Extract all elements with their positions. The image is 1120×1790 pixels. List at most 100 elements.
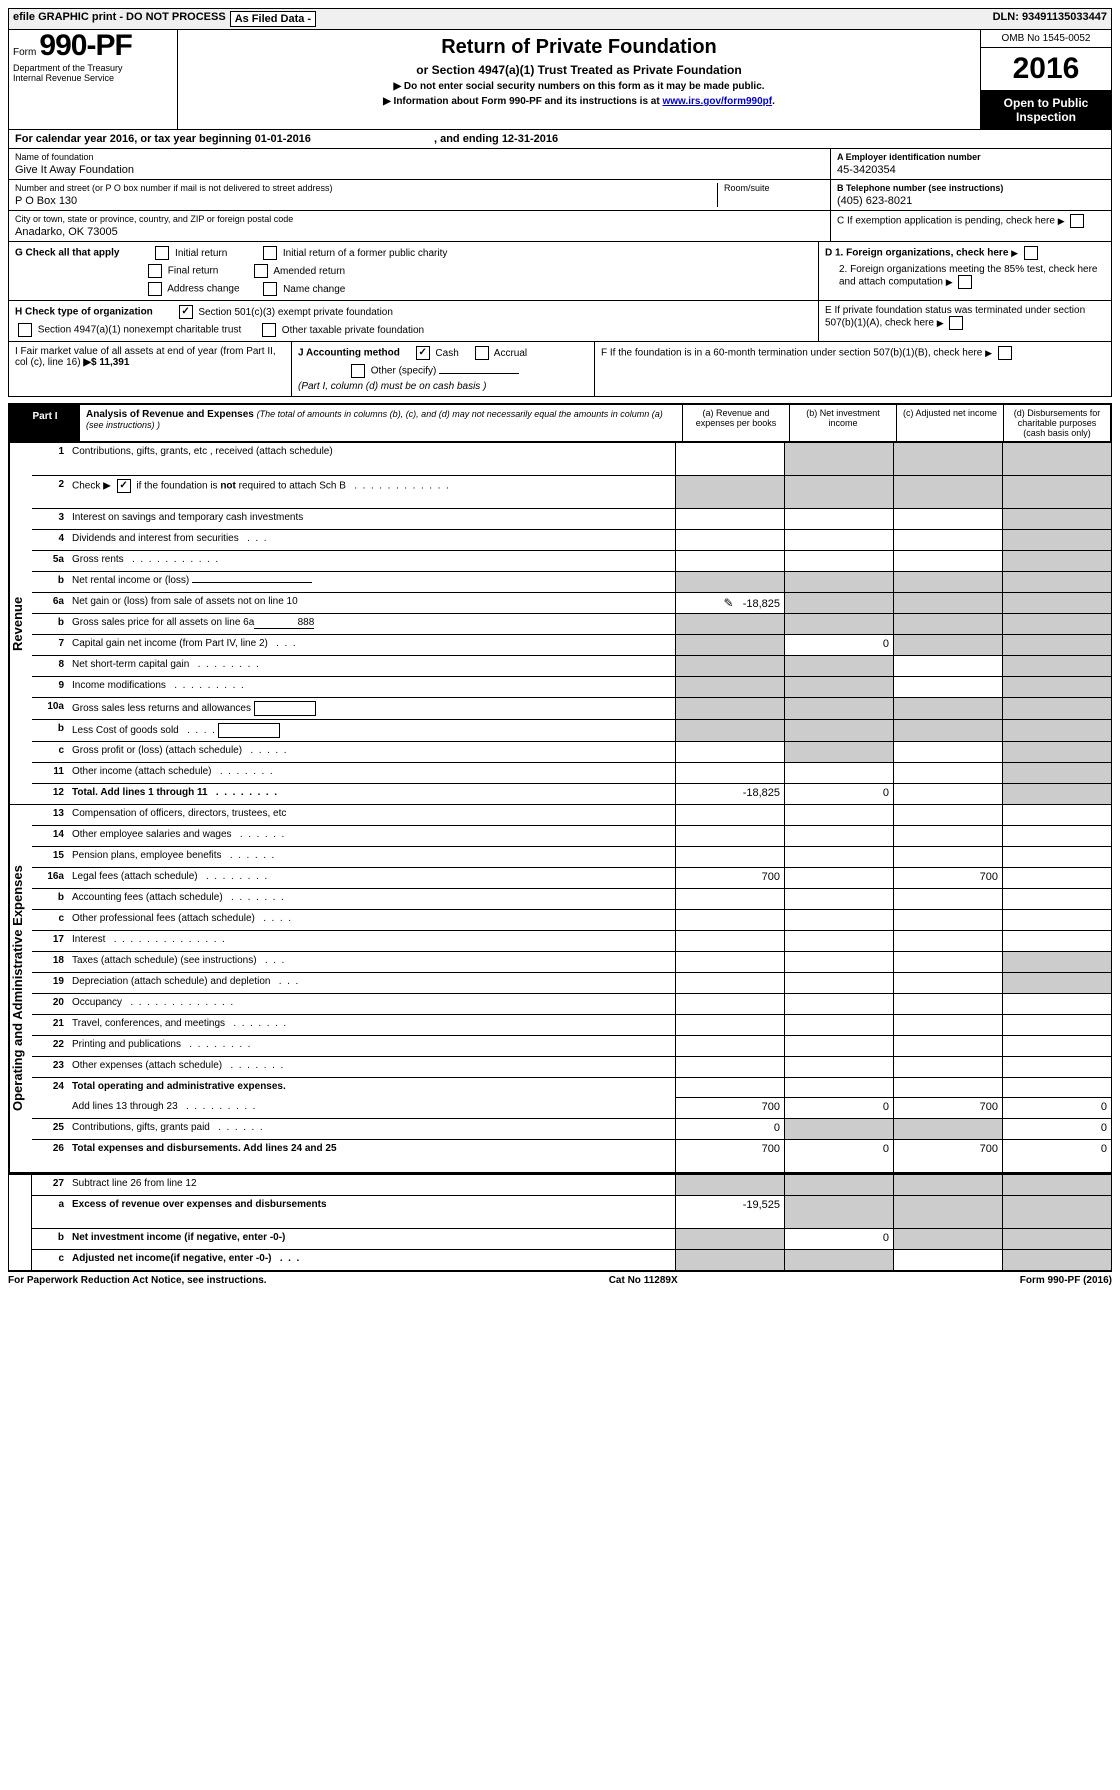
city-label: City or town, state or province, country… — [15, 214, 824, 224]
c-checkbox[interactable] — [1070, 214, 1084, 228]
r2-desc: Check ▶ if the foundation is not require… — [70, 476, 675, 508]
row-26: 26Total expenses and disbursements. Add … — [32, 1140, 1111, 1172]
r7-b: 0 — [784, 635, 893, 655]
g-opt5: Name change — [283, 284, 345, 295]
address: P O Box 130 — [15, 195, 717, 207]
page-subtitle: or Section 4947(a)(1) Trust Treated as P… — [184, 63, 974, 77]
foundation-name-cell: Name of foundation Give It Away Foundati… — [9, 149, 830, 180]
section-d: D 1. Foreign organizations, check here 2… — [819, 242, 1111, 300]
addr-label: Number and street (or P O box number if … — [15, 183, 717, 193]
phone-label: B Telephone number (see instructions) — [837, 183, 1105, 193]
r25-a: 0 — [675, 1119, 784, 1139]
schb-checkbox[interactable] — [117, 479, 131, 493]
g-address-change[interactable] — [148, 282, 162, 296]
j-accrual-checkbox[interactable] — [475, 346, 489, 360]
h-501c3-checkbox[interactable] — [179, 305, 193, 319]
irs: Internal Revenue Service — [13, 73, 173, 83]
r7-desc: Capital gain net income (from Part IV, l… — [70, 635, 675, 655]
info-grid: Name of foundation Give It Away Foundati… — [8, 149, 1112, 242]
r18-desc: Taxes (attach schedule) (see instruction… — [70, 952, 675, 972]
row-2: 2Check ▶ if the foundation is not requir… — [32, 476, 1111, 509]
j-other-checkbox[interactable] — [351, 364, 365, 378]
section-ijf: I Fair market value of all assets at end… — [8, 342, 1112, 397]
r13-desc: Compensation of officers, directors, tru… — [70, 805, 675, 825]
irs-link[interactable]: www.irs.gov/form990pf — [662, 96, 772, 107]
d1-checkbox[interactable] — [1024, 246, 1038, 260]
row-15: 15Pension plans, employee benefits . . .… — [32, 847, 1111, 868]
part1-desc: Analysis of Revenue and Expenses (The to… — [80, 405, 683, 441]
r12-b: 0 — [784, 784, 893, 804]
d2-checkbox[interactable] — [958, 275, 972, 289]
r23-desc: Other expenses (attach schedule) . . . .… — [70, 1057, 675, 1077]
r25-d: 0 — [1002, 1119, 1111, 1139]
r27a-desc: Excess of revenue over expenses and disb… — [70, 1196, 675, 1228]
city: Anadarko, OK 73005 — [15, 226, 824, 238]
h-other-checkbox[interactable] — [262, 323, 276, 337]
r16c-desc: Other professional fees (attach schedule… — [70, 910, 675, 930]
row-24: Add lines 13 through 23 . . . . . . . . … — [32, 1098, 1111, 1119]
attachment-icon[interactable]: ✎ — [723, 596, 733, 610]
r16a-a: 700 — [675, 868, 784, 888]
r15-desc: Pension plans, employee benefits . . . .… — [70, 847, 675, 867]
j-other: Other (specify) — [371, 366, 437, 377]
r12-desc: Total. Add lines 1 through 11 . . . . . … — [70, 784, 675, 804]
g-initial-former[interactable] — [263, 246, 277, 260]
r22-desc: Printing and publications . . . . . . . … — [70, 1036, 675, 1056]
arrow-icon — [946, 277, 953, 288]
10a-input[interactable] — [254, 701, 316, 716]
row-20: 20Occupancy . . . . . . . . . . . . . — [32, 994, 1111, 1015]
g-label: G Check all that apply — [15, 248, 119, 259]
e-checkbox[interactable] — [949, 316, 963, 330]
g-final-return[interactable] — [148, 264, 162, 278]
h-4947-checkbox[interactable] — [18, 323, 32, 337]
form-header: Form 990-PF Department of the Treasury I… — [8, 30, 1112, 130]
10b-input[interactable] — [218, 723, 280, 738]
r26-d: 0 — [1002, 1140, 1111, 1172]
f-checkbox[interactable] — [998, 346, 1012, 360]
r10b-desc: Less Cost of goods sold . . . . — [70, 720, 675, 741]
g-opt1: Initial return of a former public charit… — [283, 248, 448, 259]
g-amended[interactable] — [254, 264, 268, 278]
row-9: 9Income modifications . . . . . . . . . — [32, 677, 1111, 698]
j-accrual: Accrual — [494, 348, 527, 359]
efile-topbar: efile GRAPHIC print - DO NOT PROCESS As … — [8, 8, 1112, 30]
g-name-change[interactable] — [263, 282, 277, 296]
room-label: Room/suite — [724, 183, 824, 193]
instr2: ▶ Information about Form 990-PF and its … — [184, 96, 974, 107]
arrow-icon — [985, 348, 992, 359]
cal-end: , and ending 12-31-2016 — [434, 133, 558, 145]
revenue-side-label: Revenue — [9, 443, 32, 804]
r14-desc: Other employee salaries and wages . . . … — [70, 826, 675, 846]
r1-desc: Contributions, gifts, grants, etc , rece… — [70, 443, 675, 475]
r11-desc: Other income (attach schedule) . . . . .… — [70, 763, 675, 783]
expenses-table: Operating and Administrative Expenses 13… — [8, 805, 1112, 1173]
row-10c: cGross profit or (loss) (attach schedule… — [32, 742, 1111, 763]
part1-desc-title: Analysis of Revenue and Expenses — [86, 409, 254, 420]
col-a: (a) Revenue and expenses per books — [683, 405, 790, 441]
r16a-desc: Legal fees (attach schedule) . . . . . .… — [70, 868, 675, 888]
r27b-b: 0 — [784, 1229, 893, 1249]
f-text: F If the foundation is in a 60-month ter… — [601, 348, 982, 359]
as-filed-box: As Filed Data - — [230, 11, 316, 27]
tax-year: 2016 — [981, 48, 1111, 91]
r6a-a: ✎ -18,825 — [675, 593, 784, 613]
c-cell: C If exemption application is pending, c… — [831, 211, 1111, 231]
name-label: Name of foundation — [15, 152, 824, 162]
row27-table: 27Subtract line 26 from line 12 aExcess … — [8, 1173, 1112, 1271]
r21-desc: Travel, conferences, and meetings . . . … — [70, 1015, 675, 1035]
g-opt2: Final return — [168, 266, 219, 277]
g-initial-return[interactable] — [155, 246, 169, 260]
r27a-a: -19,525 — [675, 1196, 784, 1228]
city-cell: City or town, state or province, country… — [9, 211, 830, 241]
section-g-d: G Check all that apply Initial return In… — [8, 242, 1112, 301]
row-10b: bLess Cost of goods sold . . . . — [32, 720, 1111, 742]
foundation-name: Give It Away Foundation — [15, 164, 824, 176]
j-cash-checkbox[interactable] — [416, 346, 430, 360]
row-8: 8Net short-term capital gain . . . . . .… — [32, 656, 1111, 677]
efile-text: efile GRAPHIC print - DO NOT PROCESS — [13, 11, 226, 27]
row-10a: 10aGross sales less returns and allowanc… — [32, 698, 1111, 720]
h-opt2: Section 4947(a)(1) nonexempt charitable … — [38, 325, 241, 336]
section-f: F If the foundation is in a 60-month ter… — [595, 342, 1111, 396]
arrow-icon — [937, 318, 944, 329]
address-cell: Number and street (or P O box number if … — [9, 180, 830, 211]
